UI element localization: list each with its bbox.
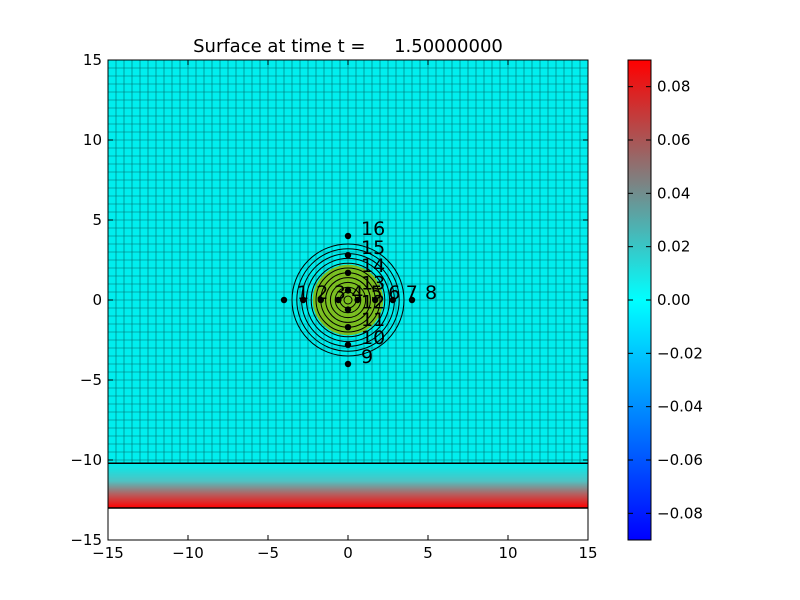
colorbar-tick-label: −0.04 bbox=[657, 398, 703, 416]
gauge-marker bbox=[408, 296, 416, 304]
gauge-label: 4 bbox=[351, 282, 363, 304]
x-tick-label: 0 bbox=[343, 544, 353, 562]
gauge-label: 9 bbox=[361, 346, 373, 368]
colorbar-tick-label: 0.08 bbox=[657, 78, 690, 96]
colorbar-tick-label: −0.02 bbox=[657, 344, 703, 362]
contour-line bbox=[310, 262, 386, 338]
gauge-marker bbox=[344, 360, 352, 368]
gauge-label: 8 bbox=[425, 282, 437, 304]
gauge-label: 7 bbox=[406, 282, 418, 304]
gauge-marker bbox=[317, 296, 324, 304]
y-tick-label: −10 bbox=[70, 451, 102, 469]
colorbar-tick-label: −0.08 bbox=[657, 504, 703, 522]
gauge-marker bbox=[354, 296, 361, 304]
x-tick-label: 5 bbox=[423, 544, 433, 562]
gauge-marker bbox=[372, 296, 379, 304]
contour-line bbox=[291, 243, 405, 357]
gauge-marker bbox=[344, 306, 352, 313]
gauge-label: 14 bbox=[361, 255, 385, 277]
dry-land bbox=[108, 508, 588, 540]
axes: −15 −10 −5 0 5 10 15 −15 −10 −5 0 5 10 15 bbox=[70, 51, 597, 562]
contour-line bbox=[325, 277, 371, 323]
gauge-label: 1 bbox=[297, 282, 309, 304]
contour-line bbox=[329, 281, 367, 319]
gauge-label: 12 bbox=[361, 292, 385, 314]
gauge-label: 13 bbox=[361, 272, 385, 294]
gauge-marker bbox=[344, 269, 352, 276]
colorbar-tick-label: 0.00 bbox=[657, 291, 690, 309]
gauge-marker bbox=[344, 252, 352, 259]
gauge-marker bbox=[344, 232, 352, 240]
y-tick-label: 15 bbox=[83, 51, 102, 69]
y-tick-label: −15 bbox=[70, 531, 102, 549]
y-tick-label: 5 bbox=[92, 211, 102, 229]
colorbar-ticks: −0.08 −0.06 −0.04 −0.02 0.00 0.02 0.04 0.06 0.08 bbox=[628, 78, 703, 522]
colorbar-tick-label: 0.02 bbox=[657, 238, 690, 256]
x-tick-label: −10 bbox=[172, 544, 204, 562]
contour-line bbox=[296, 248, 400, 352]
gauge-marker bbox=[335, 296, 342, 304]
colorbar-tick-label: −0.06 bbox=[657, 451, 703, 469]
gauge-marker bbox=[344, 324, 352, 331]
y-tick-label: −5 bbox=[80, 371, 102, 389]
gauge-marker bbox=[300, 296, 307, 304]
x-tick-label: 10 bbox=[498, 544, 517, 562]
gauge-label: 11 bbox=[361, 309, 385, 331]
x-tick-label: 15 bbox=[578, 544, 597, 562]
gauge-marker bbox=[280, 296, 288, 304]
colorbar-tick-label: 0.06 bbox=[657, 131, 690, 149]
contour-line bbox=[343, 295, 353, 305]
y-tick-label: 10 bbox=[83, 131, 102, 149]
gauge-marker bbox=[344, 341, 352, 348]
shore-band bbox=[108, 463, 588, 508]
gauge-label: 15 bbox=[361, 237, 385, 259]
colorbar-tick-label: 0.04 bbox=[657, 184, 690, 202]
x-tick-label: −5 bbox=[257, 544, 279, 562]
gauge-marker bbox=[389, 296, 396, 304]
y-tick-label: 0 bbox=[92, 291, 102, 309]
chart-title: Surface at time t = 1.50000000 bbox=[193, 36, 503, 57]
contour-line bbox=[315, 267, 381, 333]
surface-bump bbox=[312, 264, 384, 336]
x-tick-label: −15 bbox=[92, 544, 124, 562]
gauge-label: 10 bbox=[361, 327, 385, 349]
gauge-marker bbox=[344, 287, 352, 294]
gauge-label: 16 bbox=[361, 218, 385, 240]
